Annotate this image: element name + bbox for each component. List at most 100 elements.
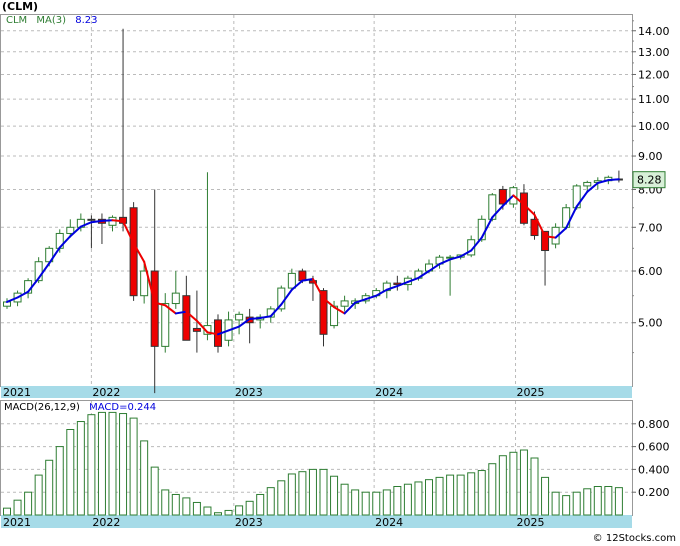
macd-bar	[129, 417, 138, 516]
candle-body	[298, 270, 307, 282]
ma-segment	[290, 279, 304, 291]
ma-segment	[259, 315, 272, 320]
ma-segment	[37, 262, 51, 280]
candle	[287, 268, 296, 291]
macd-legend-label: MACD(26,12,9)	[4, 402, 80, 413]
ma-segment	[269, 303, 283, 318]
macd-bar	[298, 471, 307, 516]
candle	[541, 230, 550, 286]
ma-segment	[544, 235, 557, 239]
ma-segment	[375, 288, 388, 297]
x-tick-label: 2023	[235, 386, 263, 399]
macd-tick-label: 0.800	[638, 418, 670, 431]
ma-segment	[480, 216, 494, 239]
legend-symbol: CLM	[6, 15, 28, 26]
macd-bar	[382, 489, 391, 516]
candle-body	[34, 261, 43, 282]
candle	[66, 219, 75, 238]
ma-segment	[195, 319, 209, 334]
candle-body	[541, 230, 550, 252]
macd-bar	[87, 414, 96, 516]
ma-segment	[491, 204, 504, 219]
price-tick-label: 11.00	[638, 93, 670, 106]
candle-body	[340, 300, 349, 307]
macd-legend: MACD(26,12,9) MACD=0.244	[4, 402, 156, 413]
candle-body	[171, 292, 180, 305]
legend-ma-value: 8.23	[75, 15, 98, 26]
ma-segment	[206, 331, 219, 336]
price-tick-label: 6.00	[638, 265, 663, 278]
x-tick-label: 2023	[235, 516, 263, 529]
macd-bar	[488, 463, 497, 516]
macd-bar	[277, 480, 286, 516]
macd-bar	[477, 470, 486, 516]
x-tick-label: 2025	[517, 516, 545, 529]
macd-bar	[45, 459, 54, 516]
ma-segment	[470, 236, 483, 252]
macd-bar	[203, 506, 212, 516]
macd-bar	[446, 474, 455, 516]
ma-segment	[575, 190, 589, 208]
candle	[614, 170, 623, 183]
ma-segment	[16, 290, 30, 299]
candle	[97, 213, 106, 244]
macd-bar	[256, 493, 265, 516]
macd-bar	[519, 449, 528, 516]
macd-bar	[435, 476, 444, 516]
macd-bar	[414, 481, 423, 516]
macd-bar	[572, 491, 581, 516]
price-tick-label: 13.00	[638, 46, 670, 59]
x-tick-label: 2025	[517, 386, 545, 399]
ma-segment	[333, 306, 346, 315]
ma-segment	[301, 278, 314, 282]
ma-segment	[428, 263, 441, 273]
macd-bar	[161, 489, 170, 516]
price-tick-label: 12.00	[638, 68, 670, 81]
x-tick-label: 2024	[375, 516, 403, 529]
candle	[340, 295, 349, 312]
ma-segment	[396, 280, 409, 288]
ma-segment	[185, 310, 198, 322]
macd-tick-label: 0.600	[638, 441, 670, 454]
macd-bar	[24, 491, 33, 516]
ma-segment	[248, 317, 262, 320]
ma-segment	[322, 297, 336, 309]
candle	[393, 275, 402, 291]
ma-segment	[153, 301, 167, 307]
ma-segment	[238, 317, 251, 328]
macd-bar	[425, 479, 433, 516]
candle-body	[530, 218, 539, 237]
candle	[108, 215, 117, 232]
macd-bar	[171, 493, 180, 516]
ma-segment	[459, 249, 473, 258]
ma-segment	[438, 258, 452, 266]
ma-segment	[132, 242, 146, 263]
macd-bar	[330, 475, 339, 516]
candle	[203, 172, 212, 341]
macd-bar	[467, 472, 476, 516]
x-tick-label: 2021	[3, 516, 31, 529]
candle	[182, 275, 191, 341]
ma-segment	[79, 221, 93, 228]
macd-bar	[140, 440, 149, 516]
ma-segment	[586, 182, 599, 193]
last-price-label: 8.28	[637, 174, 662, 187]
macd-bar	[245, 500, 254, 516]
macd-bar	[76, 421, 85, 516]
candle-body	[66, 226, 75, 234]
macd-bar	[351, 489, 360, 516]
candle-body	[583, 181, 592, 187]
ma-segment	[596, 179, 610, 185]
macd-bar	[308, 468, 317, 516]
ma-segment	[533, 213, 547, 238]
macd-bar	[509, 451, 518, 516]
macd-bar	[551, 491, 560, 516]
price-tick-label: 14.00	[638, 25, 670, 38]
ma-segment	[449, 255, 462, 261]
candle-body	[87, 218, 96, 221]
footer-credit: © 12Stocks.com	[593, 533, 676, 544]
last-price-tag	[632, 171, 666, 189]
macd-bar	[150, 466, 159, 516]
ma-segment	[164, 304, 177, 315]
candle	[87, 215, 96, 249]
